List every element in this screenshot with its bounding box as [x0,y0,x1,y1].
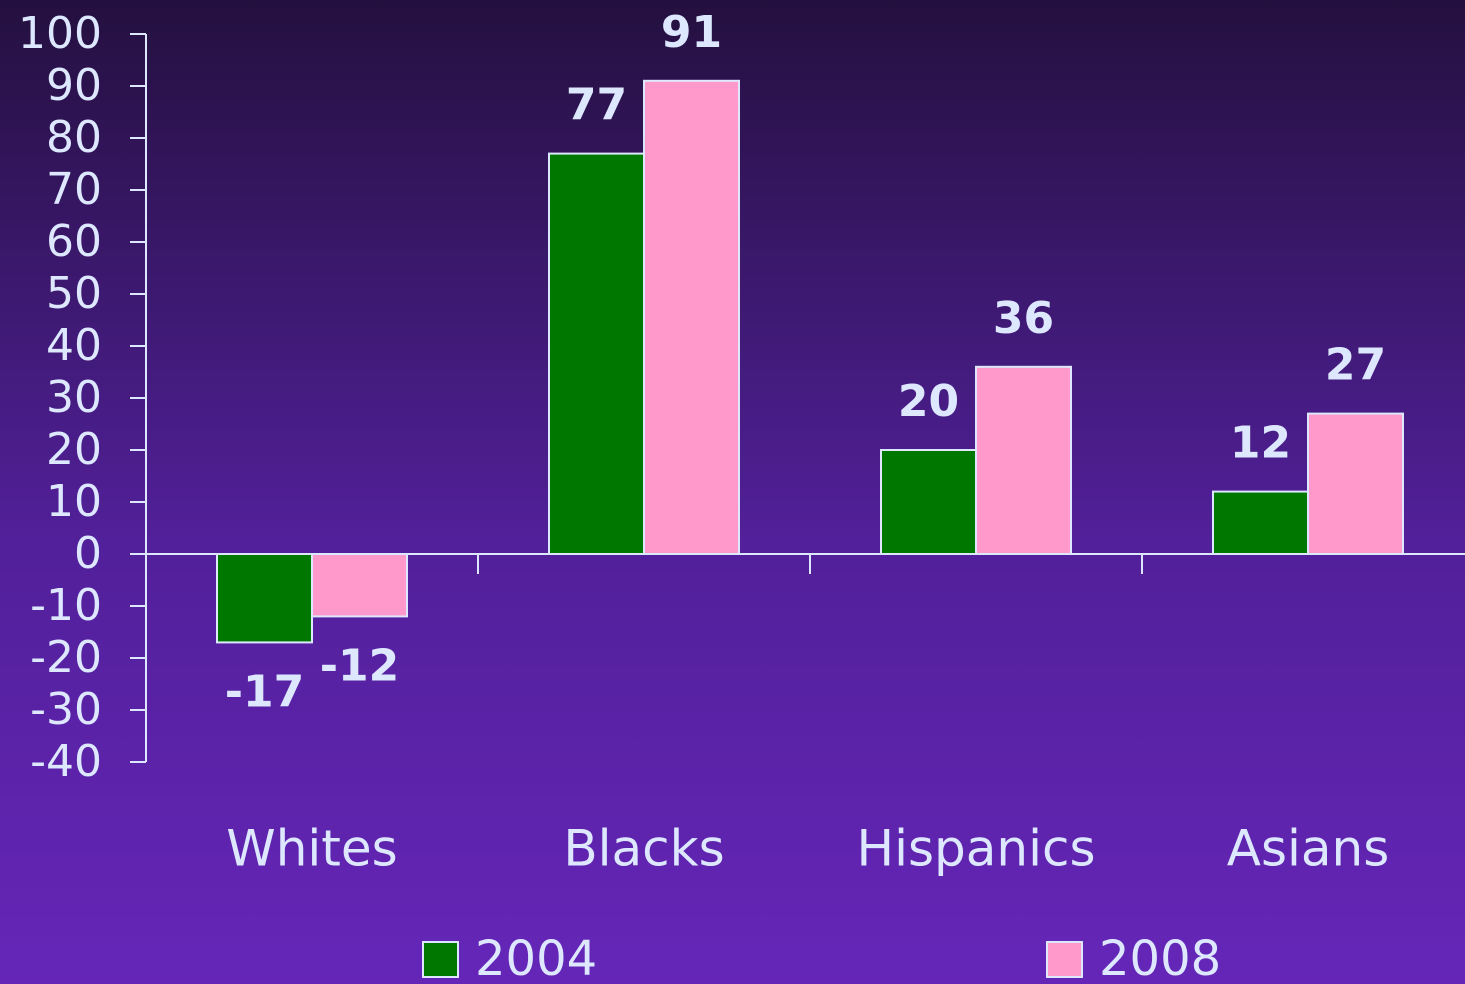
y-tick-label: 80 [46,112,102,163]
y-tick-label: -40 [30,736,102,787]
y-tick-label: 100 [18,8,102,59]
y-tick-label: 30 [46,372,102,423]
bar [548,152,645,555]
data-label: 36 [993,293,1054,344]
y-tick-label: 60 [46,216,102,267]
data-label: 27 [1325,340,1386,391]
bar [975,365,1072,555]
y-tick-label: 20 [46,424,102,475]
y-tick-label: -30 [30,684,102,735]
data-label: 20 [898,376,959,427]
data-label: 12 [1230,418,1291,469]
data-label: 77 [566,80,627,131]
bar [880,449,977,555]
legend-label: 2004 [475,931,597,984]
y-tick-label: 50 [46,268,102,319]
bar [1212,490,1309,556]
legend-swatch [1046,941,1083,978]
data-label: 91 [661,7,722,58]
x-tick-label: Blacks [563,820,724,878]
bar [643,79,740,556]
data-label: -17 [225,666,305,717]
y-tick-label: -10 [30,580,102,631]
x-tick-label: Hispanics [856,820,1095,878]
bar [1307,412,1404,555]
legend-label: 2008 [1099,931,1221,984]
y-tick-label: 70 [46,164,102,215]
bar [311,553,408,618]
y-tick-label: 10 [46,476,102,527]
y-tick-label: 40 [46,320,102,371]
bar [216,553,313,644]
x-tick-label: Whites [226,820,397,878]
x-tick-label: Asians [1227,820,1390,878]
y-tick-label: 90 [46,60,102,111]
y-tick-label: 0 [74,528,102,579]
y-tick-label: -20 [30,632,102,683]
data-label: -12 [320,640,400,691]
legend-swatch [422,941,459,978]
